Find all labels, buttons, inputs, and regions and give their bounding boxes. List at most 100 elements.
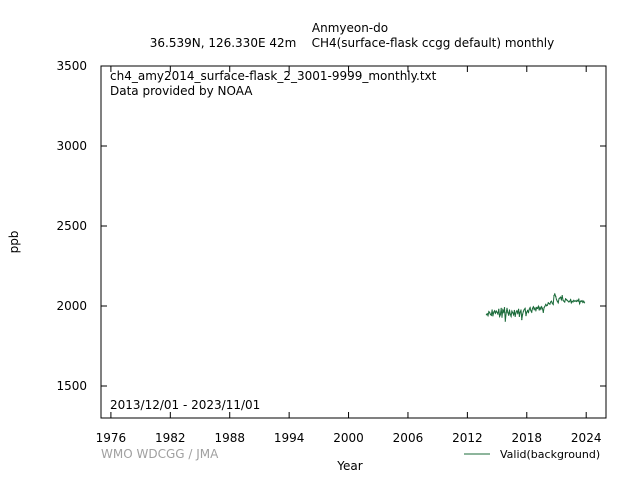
data-point [538,309,540,311]
data-point [508,314,510,316]
data-point [530,310,532,312]
data-point [565,299,568,301]
x-tick-label: 2024 [571,431,602,445]
data-point [509,313,511,315]
data-point [498,308,500,310]
data-point [485,314,487,316]
data-point [521,319,523,321]
data-point [582,301,584,304]
data-point [489,312,491,314]
data-point [510,315,512,317]
data-point [488,311,490,313]
data-point [513,314,515,316]
data-point [579,303,581,305]
data-point [518,315,521,317]
y-axis: 1500 2000 2500 3000 3500 [56,59,606,393]
data-point [487,315,489,317]
x-tick-label: 2012 [452,431,483,445]
data-point [550,301,552,303]
x-tick-label: 2018 [512,431,543,445]
data-point [558,298,560,300]
data-point [567,300,569,302]
credit-text: WMO WDCGG / JMA [101,447,219,461]
chart-subtitle: 36.539N, 126.330E 42m CH4(surface-flask … [150,36,555,50]
data-point [568,301,570,303]
x-tick-label: 1988 [214,431,245,445]
y-axis-label: ppb [7,231,21,254]
data-point [513,309,516,312]
data-point [495,310,497,312]
data-point [555,295,557,297]
x-tick-label: 2000 [333,431,364,445]
data-point [537,305,540,307]
data-point [494,310,496,312]
data-point [515,311,517,313]
data-point [507,311,509,313]
data-point [525,315,527,317]
data-point [534,307,536,309]
data-point [581,300,583,302]
data-point [493,311,495,313]
series-group [485,292,586,322]
data-point [539,306,541,308]
x-tick-label: 1976 [96,431,127,445]
data-point [556,300,558,302]
data-point [508,309,511,311]
data-point [547,302,549,304]
data-point [497,313,499,315]
data-point [492,315,494,317]
data-point [553,295,555,297]
data-point [570,299,572,301]
data-point [531,311,533,313]
data-point [490,314,492,316]
data-point [532,306,535,308]
data-point [580,300,582,303]
data-point [535,309,537,312]
data-point [528,308,530,310]
data-point [561,295,563,297]
x-tick-label: 2006 [393,431,424,445]
data-point [555,299,558,301]
data-point [518,308,520,310]
data-point [501,316,503,318]
x-axis: 1976 1982 1988 1994 2000 2006 2012 2018 2024 [96,66,602,445]
y-tick-label: 2500 [56,219,87,233]
data-point [557,302,559,304]
data-point [541,306,543,308]
data-point [499,315,501,317]
data-point [560,296,562,298]
data-point [522,313,524,315]
data-point [546,304,549,306]
data-point [505,312,507,314]
data-point [575,300,577,303]
data-point [527,309,529,312]
data-point [544,305,546,307]
data-point [550,300,553,302]
data-point [533,308,535,311]
data-point [552,303,554,305]
data-point [531,307,534,309]
data-point [540,308,542,310]
data-point [551,302,553,304]
data-point [571,300,573,302]
x-tick-label: 1994 [274,431,305,445]
data-point [560,299,563,301]
legend-label: Valid(background) [500,448,600,461]
data-point [583,300,585,302]
data-point [541,307,544,309]
data-point [570,302,572,304]
data-point [489,313,491,315]
data-point [576,299,578,301]
data-point [526,311,528,313]
data-point [502,309,504,311]
y-tick-label: 1500 [56,379,87,393]
data-point [543,307,545,309]
data-point [491,309,493,311]
data-point [562,299,564,301]
data-point [583,302,586,304]
data-point [500,307,502,309]
plot-frame [100,65,607,419]
data-point [486,313,488,315]
data-point [511,310,513,312]
